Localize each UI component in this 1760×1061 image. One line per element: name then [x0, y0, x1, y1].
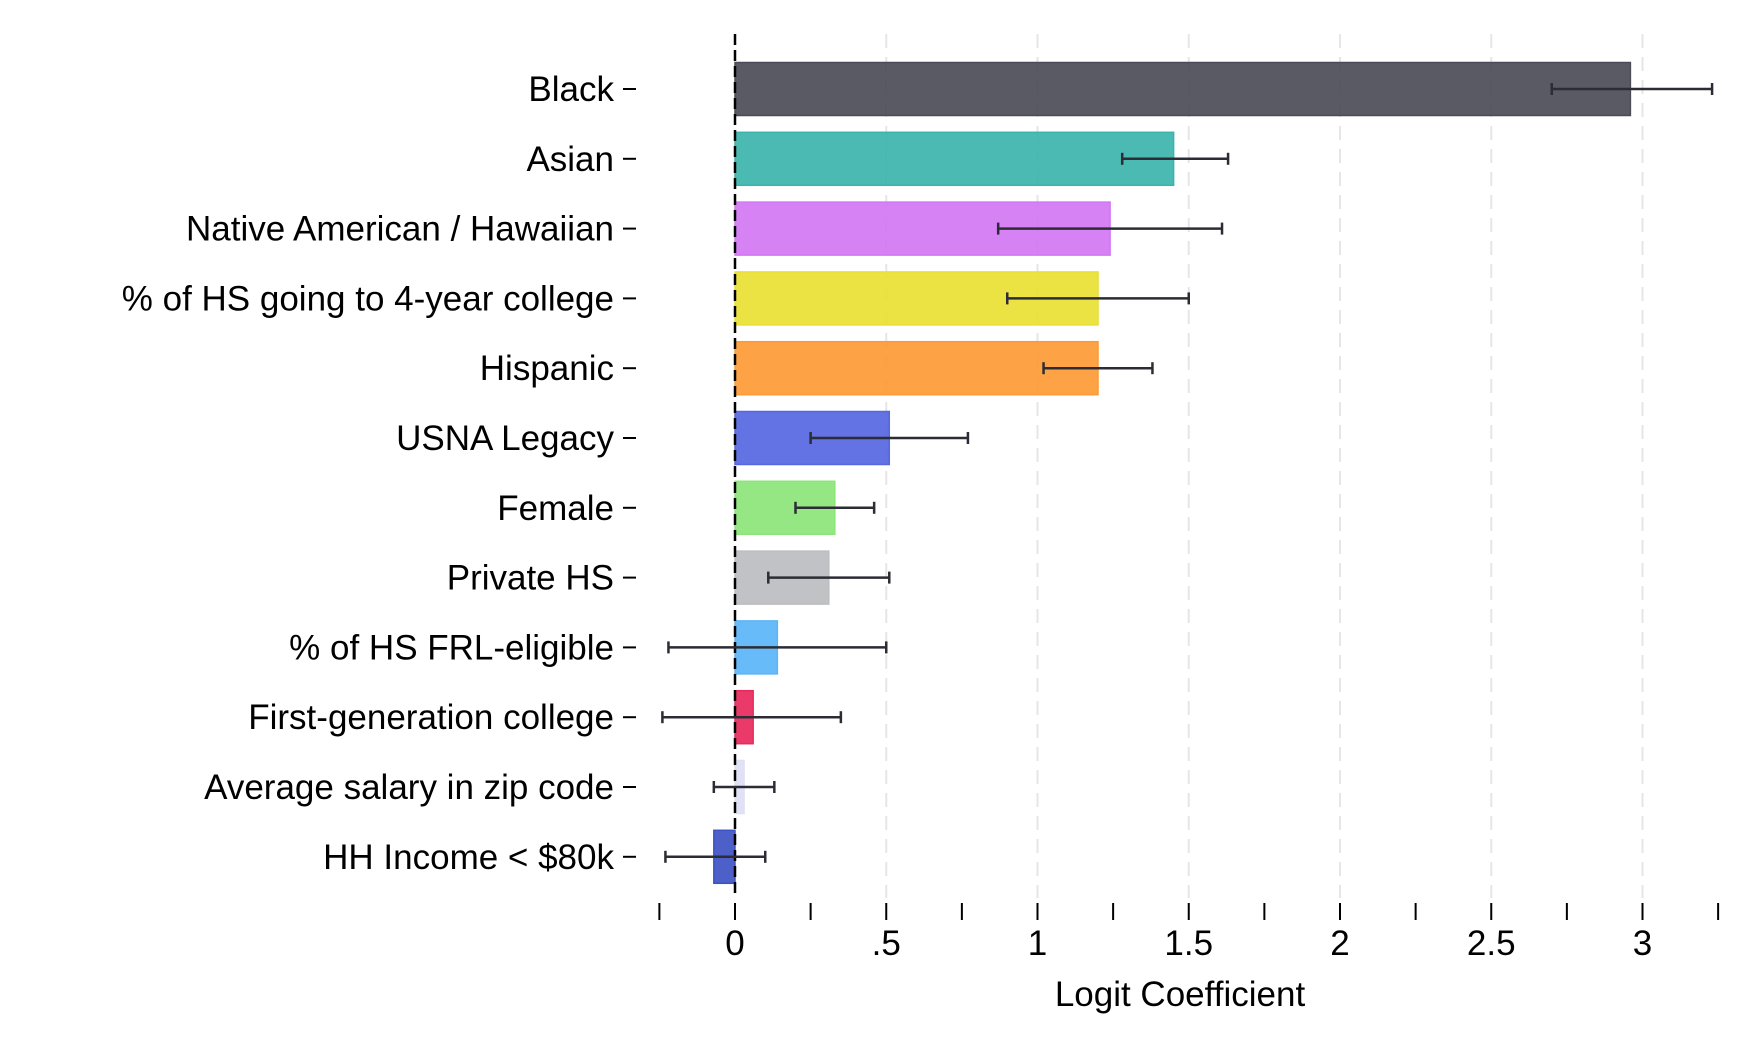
category-label-6: USNA Legacy	[396, 419, 614, 458]
category-label-5: Hispanic	[480, 349, 614, 388]
x-tick-label-0: 0	[725, 924, 744, 963]
x-tick-label-1.5: 1.5	[1164, 924, 1213, 963]
bars	[713, 61, 1632, 885]
x-tick-label-.5: .5	[872, 924, 901, 963]
x-tick-label-1: 1	[1028, 924, 1047, 963]
x-axis-ticks	[658, 903, 1720, 920]
category-label-1: Black	[528, 70, 614, 109]
category-label-9: % of HS FRL-eligible	[289, 628, 614, 667]
x-tick-label-2.5: 2.5	[1467, 924, 1516, 963]
category-label-4: % of HS going to 4-year college	[122, 279, 614, 318]
category-label-11: Average salary in zip code	[204, 768, 614, 807]
category-label-10: First-generation college	[248, 698, 614, 737]
x-tick-labels: 0 .5 1 1.5 2 2.5 3	[725, 924, 1652, 963]
bar-1	[734, 61, 1632, 117]
bar-2	[734, 131, 1175, 187]
x-axis-title: Logit Coefficient	[1055, 975, 1306, 1014]
category-label-7: Female	[497, 489, 614, 528]
y-axis-ticks	[623, 88, 636, 858]
category-label-8: Private HS	[447, 559, 614, 598]
category-labels: Black Asian Native American / Hawaiian % of…	[122, 70, 615, 877]
category-label-12: HH Income < $80k	[323, 838, 614, 877]
x-tick-label-2: 2	[1330, 924, 1349, 963]
bar-5	[734, 340, 1099, 396]
category-label-2: Asian	[526, 140, 614, 179]
error-bars	[661, 83, 1714, 863]
category-label-3: Native American / Hawaiian	[186, 210, 614, 249]
x-tick-label-3: 3	[1633, 924, 1652, 963]
